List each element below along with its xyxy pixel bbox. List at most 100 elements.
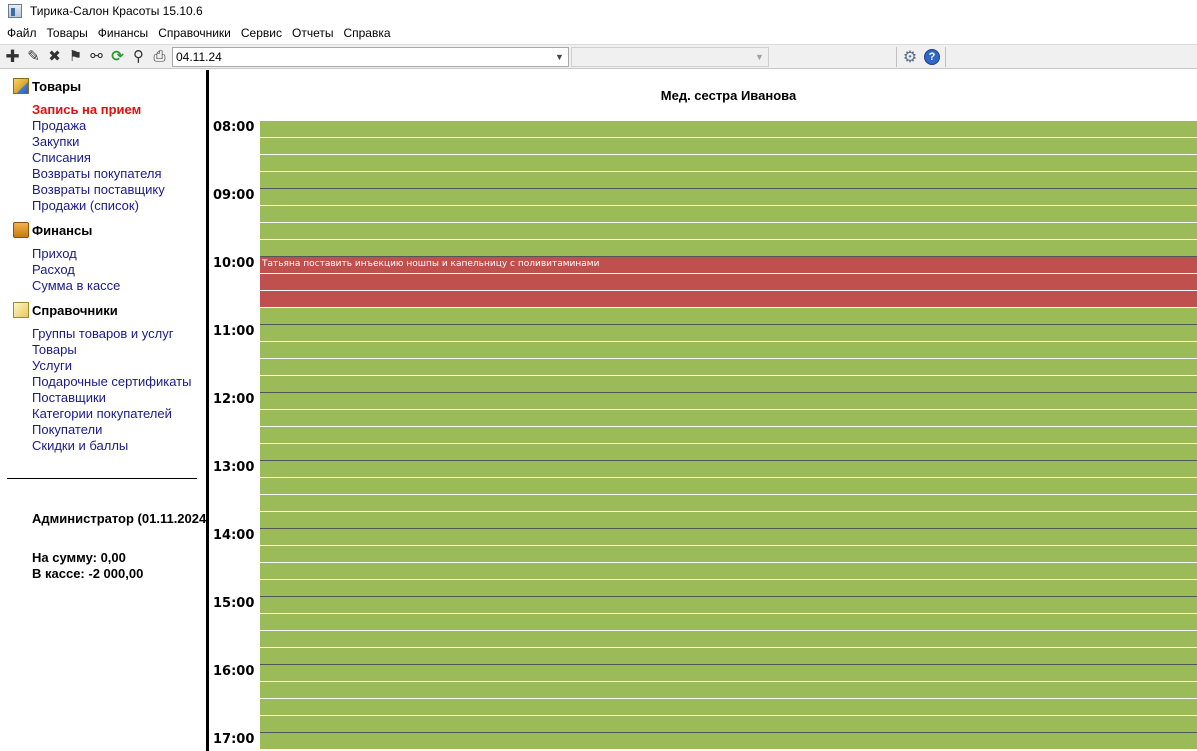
sidebar-item-customer-returns[interactable]: Возвраты покупателя bbox=[32, 166, 162, 181]
delete-icon[interactable]: ✖ bbox=[48, 48, 61, 65]
sidebar-item-gift-cards[interactable]: Подарочные сертификаты bbox=[32, 374, 192, 389]
time-slot[interactable] bbox=[260, 580, 1197, 597]
menu-references[interactable]: Справочники bbox=[158, 26, 231, 40]
appointment-slot[interactable] bbox=[260, 291, 1197, 308]
sidebar-group-title: Товары bbox=[32, 78, 82, 94]
menu-goods[interactable]: Товары bbox=[46, 26, 88, 40]
flag-icon[interactable]: ⚑ bbox=[68, 48, 83, 65]
sidebar: Товары Запись на прием Продажа Закупки С… bbox=[0, 70, 206, 751]
time-slot[interactable] bbox=[260, 563, 1197, 580]
sidebar-group-references[interactable]: Справочники bbox=[13, 302, 118, 318]
time-slot[interactable] bbox=[260, 614, 1197, 631]
sidebar-item-customers[interactable]: Покупатели bbox=[32, 422, 103, 437]
menu-reports[interactable]: Отчеты bbox=[291, 26, 334, 40]
time-slot[interactable] bbox=[260, 716, 1197, 733]
time-slot[interactable] bbox=[260, 206, 1197, 223]
sidebar-item-appointment[interactable]: Запись на прием bbox=[32, 102, 142, 117]
time-slot[interactable] bbox=[260, 495, 1197, 512]
sidebar-item-goods[interactable]: Товары bbox=[32, 342, 77, 357]
time-label: 14:00 bbox=[213, 528, 255, 543]
title-bar: Тирика-Салон Красоты 15.10.6 bbox=[0, 0, 1197, 22]
toolbar-separator bbox=[896, 46, 897, 67]
time-slot[interactable] bbox=[260, 189, 1197, 206]
sidebar-item-discounts[interactable]: Скидки и баллы bbox=[32, 438, 129, 453]
date-select[interactable]: 04.11.24 ▼ bbox=[172, 46, 569, 67]
time-label: 13:00 bbox=[213, 460, 255, 475]
help-icon[interactable]: ? bbox=[924, 48, 940, 65]
sidebar-item-groups[interactable]: Группы товаров и услуг bbox=[32, 326, 174, 341]
time-slot[interactable] bbox=[260, 240, 1197, 257]
box-icon bbox=[13, 78, 29, 94]
time-slot[interactable] bbox=[260, 342, 1197, 359]
search-icon[interactable]: ⚲ bbox=[133, 48, 144, 65]
menu-service[interactable]: Сервис bbox=[240, 26, 282, 40]
current-user: Администратор (01.11.2024 bbox=[32, 511, 206, 526]
time-slot[interactable] bbox=[260, 631, 1197, 648]
panel-splitter[interactable] bbox=[206, 70, 209, 751]
sidebar-item-writeoffs[interactable]: Списания bbox=[32, 150, 91, 165]
time-slot[interactable] bbox=[260, 648, 1197, 665]
time-slot[interactable] bbox=[260, 529, 1197, 546]
time-label: 11:00 bbox=[213, 324, 255, 339]
time-label: 12:00 bbox=[213, 392, 255, 407]
toolbar: ✚ ✎ ✖ ⚑ ⚯ ⟳ ⚲ ⎙ 04.11.24 ▼ ▼ ⚙ ? bbox=[0, 44, 1197, 69]
time-label: 15:00 bbox=[213, 596, 255, 611]
time-slot[interactable] bbox=[260, 427, 1197, 444]
time-slot[interactable] bbox=[260, 172, 1197, 189]
time-label: 08:00 bbox=[213, 120, 255, 135]
sidebar-item-suppliers[interactable]: Поставщики bbox=[32, 390, 106, 405]
briefcase-icon bbox=[13, 222, 29, 238]
link-icon[interactable]: ⚯ bbox=[90, 48, 103, 65]
sidebar-item-income[interactable]: Приход bbox=[32, 246, 77, 261]
sidebar-divider bbox=[7, 478, 197, 479]
sidebar-group-goods[interactable]: Товары bbox=[13, 78, 81, 94]
time-slot[interactable] bbox=[260, 478, 1197, 495]
time-slot[interactable] bbox=[260, 138, 1197, 155]
appointment-slot[interactable] bbox=[260, 274, 1197, 291]
menu-help[interactable]: Справка bbox=[343, 26, 391, 40]
time-slot[interactable] bbox=[260, 682, 1197, 699]
time-slot[interactable] bbox=[260, 461, 1197, 478]
chevron-down-icon[interactable]: ▼ bbox=[755, 51, 764, 62]
pencil-icon[interactable]: ✎ bbox=[27, 48, 40, 65]
time-slot[interactable] bbox=[260, 393, 1197, 410]
gear-icon[interactable]: ⚙ bbox=[902, 48, 918, 66]
time-slot[interactable] bbox=[260, 546, 1197, 563]
sidebar-item-supplier-returns[interactable]: Возвраты поставщику bbox=[32, 182, 165, 197]
books-icon bbox=[13, 302, 29, 318]
time-slot[interactable] bbox=[260, 444, 1197, 461]
time-slot[interactable] bbox=[260, 325, 1197, 342]
sidebar-group-finance[interactable]: Финансы bbox=[13, 222, 92, 238]
time-slot[interactable] bbox=[260, 699, 1197, 716]
time-slot[interactable] bbox=[260, 155, 1197, 172]
time-slot[interactable] bbox=[260, 410, 1197, 427]
plus-icon[interactable]: ✚ bbox=[5, 47, 20, 66]
menu-finance[interactable]: Финансы bbox=[97, 26, 149, 40]
toolbar-separator bbox=[945, 46, 946, 67]
sidebar-item-purchases[interactable]: Закупки bbox=[32, 134, 80, 149]
time-slots: Татьяна поставить инъекцию ношпы и капел… bbox=[260, 121, 1197, 751]
time-slot[interactable] bbox=[260, 308, 1197, 325]
chevron-down-icon[interactable]: ▼ bbox=[555, 51, 564, 62]
sidebar-item-services[interactable]: Услуги bbox=[32, 358, 72, 373]
appointment-slot[interactable]: Татьяна поставить инъекцию ношпы и капел… bbox=[260, 257, 1197, 274]
time-slot[interactable] bbox=[260, 665, 1197, 682]
sidebar-group-title: Финансы bbox=[32, 222, 93, 238]
time-slot[interactable] bbox=[260, 597, 1197, 614]
refresh-icon[interactable]: ⟳ bbox=[111, 48, 124, 65]
sidebar-item-customer-categories[interactable]: Категории покупателей bbox=[32, 406, 172, 421]
time-slot[interactable] bbox=[260, 376, 1197, 393]
sidebar-item-cash-sum[interactable]: Сумма в кассе bbox=[32, 278, 121, 293]
time-slot[interactable] bbox=[260, 359, 1197, 376]
time-slot[interactable] bbox=[260, 121, 1197, 138]
time-slot[interactable] bbox=[260, 223, 1197, 240]
sidebar-item-sales-list[interactable]: Продажи (список) bbox=[32, 198, 139, 213]
sidebar-item-sale[interactable]: Продажа bbox=[32, 118, 87, 133]
employee-select[interactable]: ▼ bbox=[571, 46, 769, 67]
time-slot[interactable] bbox=[260, 733, 1197, 750]
time-slot[interactable] bbox=[260, 512, 1197, 529]
print-icon[interactable]: ⎙ bbox=[153, 48, 166, 65]
menu-file[interactable]: Файл bbox=[7, 26, 37, 40]
sidebar-item-expense[interactable]: Расход bbox=[32, 262, 75, 277]
app-icon bbox=[8, 4, 22, 18]
